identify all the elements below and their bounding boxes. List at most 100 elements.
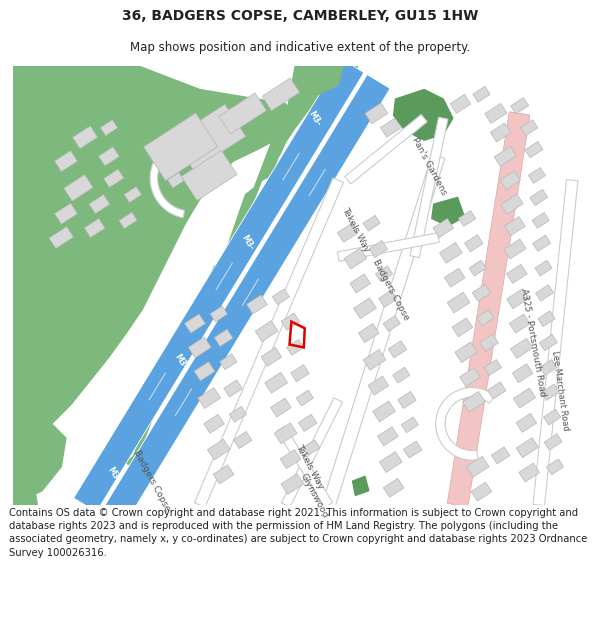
Polygon shape <box>85 219 105 238</box>
Polygon shape <box>213 465 234 484</box>
Polygon shape <box>373 401 395 422</box>
Polygon shape <box>13 476 37 505</box>
Polygon shape <box>167 173 184 188</box>
Polygon shape <box>143 113 218 181</box>
Polygon shape <box>296 390 313 406</box>
Polygon shape <box>432 198 464 226</box>
Polygon shape <box>353 476 369 496</box>
Polygon shape <box>533 235 551 251</box>
Polygon shape <box>464 235 483 252</box>
Polygon shape <box>519 463 539 482</box>
Polygon shape <box>74 59 364 512</box>
Text: A325 - Portsmouth Road: A325 - Portsmouth Road <box>519 288 547 398</box>
Polygon shape <box>49 227 73 249</box>
Polygon shape <box>363 216 380 231</box>
Polygon shape <box>281 313 300 330</box>
Polygon shape <box>506 289 529 309</box>
Polygon shape <box>491 447 510 464</box>
Polygon shape <box>204 414 224 433</box>
Polygon shape <box>279 66 358 156</box>
Polygon shape <box>509 314 530 333</box>
Polygon shape <box>287 339 304 355</box>
Polygon shape <box>358 324 379 342</box>
Polygon shape <box>344 248 367 269</box>
Polygon shape <box>55 151 77 171</box>
Polygon shape <box>280 449 301 469</box>
Polygon shape <box>119 213 137 229</box>
Polygon shape <box>530 189 548 206</box>
Polygon shape <box>447 292 470 313</box>
Text: Pan's Gardens: Pan's Gardens <box>410 136 448 196</box>
Polygon shape <box>538 311 555 327</box>
Polygon shape <box>89 194 110 214</box>
Text: Map shows position and indicative extent of the property.: Map shows position and indicative extent… <box>130 41 470 54</box>
Polygon shape <box>533 179 578 506</box>
Polygon shape <box>368 376 389 395</box>
Polygon shape <box>494 146 517 166</box>
Polygon shape <box>350 274 371 293</box>
Polygon shape <box>447 112 530 507</box>
Polygon shape <box>540 359 557 376</box>
Polygon shape <box>476 310 494 326</box>
Polygon shape <box>535 260 552 276</box>
Polygon shape <box>291 364 309 382</box>
Polygon shape <box>262 78 299 111</box>
Polygon shape <box>337 223 358 243</box>
Polygon shape <box>104 169 124 187</box>
Polygon shape <box>512 364 533 382</box>
Polygon shape <box>398 391 416 409</box>
Polygon shape <box>514 388 536 408</box>
Polygon shape <box>255 321 278 342</box>
Polygon shape <box>123 111 295 465</box>
Polygon shape <box>528 168 545 183</box>
Polygon shape <box>208 439 230 460</box>
Polygon shape <box>547 459 563 475</box>
Polygon shape <box>379 290 397 308</box>
Polygon shape <box>532 213 550 228</box>
Polygon shape <box>124 187 142 202</box>
Polygon shape <box>150 138 228 218</box>
Polygon shape <box>310 66 343 94</box>
Polygon shape <box>521 120 538 136</box>
Polygon shape <box>440 242 463 263</box>
Polygon shape <box>544 409 561 425</box>
Polygon shape <box>219 93 266 134</box>
Polygon shape <box>173 104 245 170</box>
Polygon shape <box>394 89 453 140</box>
Polygon shape <box>220 354 237 369</box>
Text: Tekels Way: Tekels Way <box>340 206 371 254</box>
Polygon shape <box>516 413 537 432</box>
Polygon shape <box>181 151 237 201</box>
Polygon shape <box>185 314 205 333</box>
Polygon shape <box>401 417 418 432</box>
Polygon shape <box>198 388 221 408</box>
Polygon shape <box>505 217 525 236</box>
Polygon shape <box>261 348 281 366</box>
Text: M3-: M3- <box>239 233 256 251</box>
Polygon shape <box>480 334 499 351</box>
Text: Lee Marchant Road: Lee Marchant Road <box>550 350 570 431</box>
Polygon shape <box>380 118 401 138</box>
Polygon shape <box>210 306 227 322</box>
Polygon shape <box>281 474 304 494</box>
Polygon shape <box>13 66 295 462</box>
Polygon shape <box>541 384 559 401</box>
Text: Badgers Copse: Badgers Copse <box>371 258 410 322</box>
Polygon shape <box>539 334 557 351</box>
Polygon shape <box>410 118 448 258</box>
Polygon shape <box>214 329 233 346</box>
Polygon shape <box>194 178 343 508</box>
Polygon shape <box>392 368 410 383</box>
Text: M3-: M3- <box>173 352 188 371</box>
Polygon shape <box>379 452 402 472</box>
Polygon shape <box>194 362 215 381</box>
Polygon shape <box>458 211 476 226</box>
Polygon shape <box>322 154 445 507</box>
Polygon shape <box>233 431 252 449</box>
Polygon shape <box>511 338 533 358</box>
Text: Tekels Way: Tekels Way <box>294 443 325 491</box>
Polygon shape <box>471 482 492 501</box>
Polygon shape <box>504 239 526 259</box>
Polygon shape <box>188 337 211 357</box>
Polygon shape <box>436 388 495 460</box>
